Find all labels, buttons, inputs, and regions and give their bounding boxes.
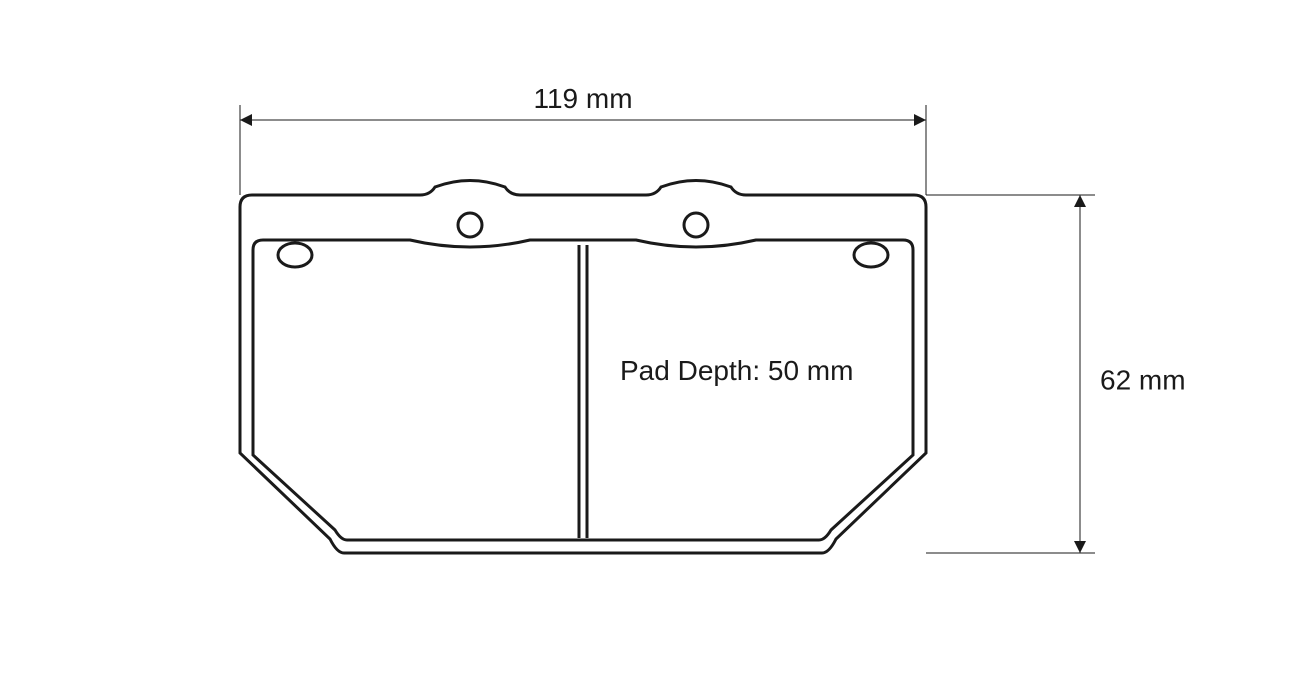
depth-label: Pad Depth: 50 mm: [620, 355, 853, 386]
hole-2: [684, 213, 708, 237]
hole-3: [854, 243, 888, 267]
arrowhead: [1074, 541, 1086, 553]
arrowhead: [240, 114, 252, 126]
friction-pad-outline: [253, 240, 913, 540]
hole-0: [278, 243, 312, 267]
arrowhead: [1074, 195, 1086, 207]
hole-1: [458, 213, 482, 237]
arrowhead: [914, 114, 926, 126]
height-label: 62 mm: [1100, 364, 1186, 395]
width-label: 119 mm: [533, 83, 632, 114]
